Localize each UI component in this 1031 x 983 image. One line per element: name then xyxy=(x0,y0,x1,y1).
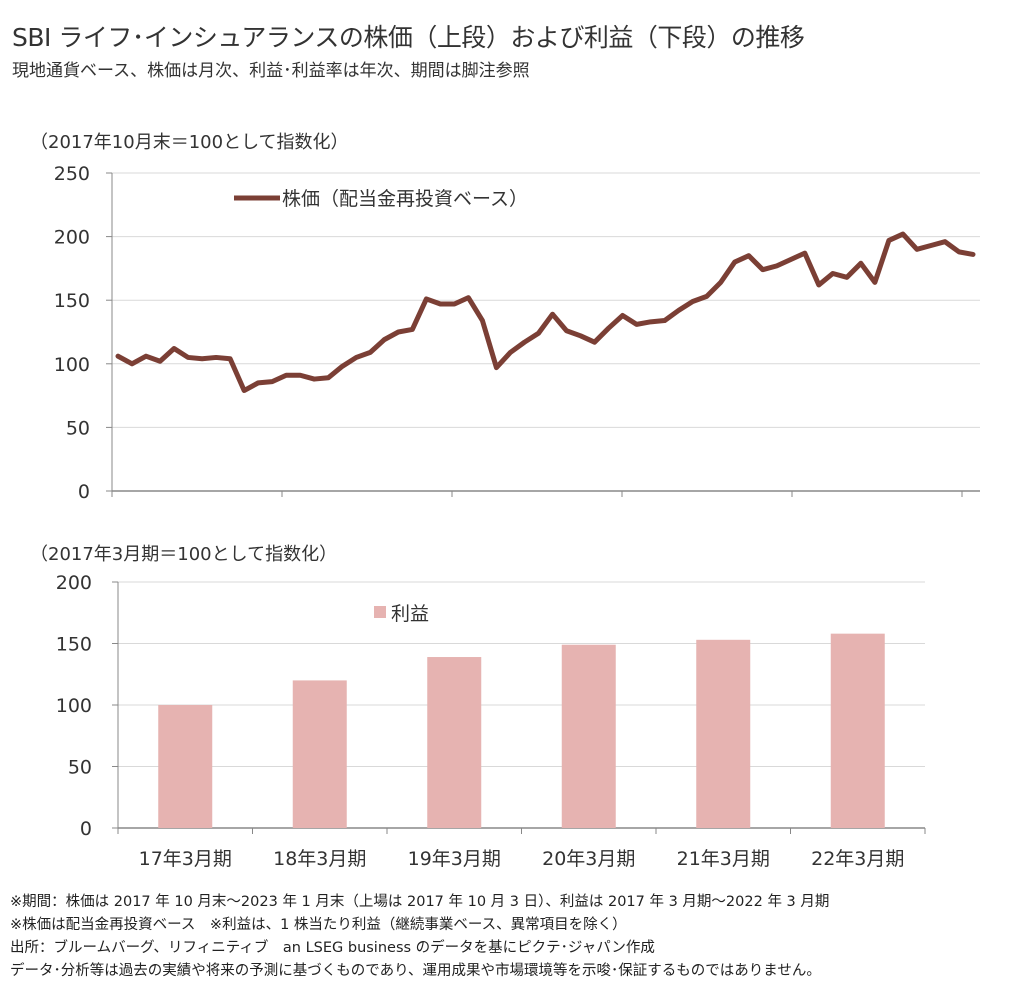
y-tick-label: 200 xyxy=(54,227,90,249)
y-tick-label: 50 xyxy=(66,417,90,439)
legend-swatch-profit xyxy=(374,606,386,618)
line-series-stock-price xyxy=(115,231,976,394)
y-tick-label: 100 xyxy=(54,354,90,376)
y-tick-label: 0 xyxy=(78,481,90,503)
footnote-disclaimer: データ･分析等は過去の実績や将来の予測に基づくものであり、運用成果や市場環境等を… xyxy=(10,963,821,979)
x-tick-label: 22年3月期 xyxy=(811,848,904,870)
x-tick-label: 17年3月期 xyxy=(139,848,232,870)
x-tick-label: 21年3月期 xyxy=(677,848,770,870)
footnote-basis: ※株価は配当金再投資ベース ※利益は、1 株当たり利益（継続事業ベース、異常項目… xyxy=(10,917,627,933)
y-tick-label: 50 xyxy=(68,757,92,779)
y-tick-label: 250 xyxy=(54,163,90,185)
bar-profit xyxy=(561,644,616,828)
legend-label-stock-price: 株価（配当金再投資ベース） xyxy=(282,188,528,210)
bar-profit xyxy=(696,639,751,828)
bar-profit xyxy=(427,657,482,828)
y-tick-label: 100 xyxy=(56,695,92,717)
legend-label-profit: 利益 xyxy=(391,603,429,625)
line-chart-unit-note: （2017年10月末＝100として指数化） xyxy=(30,132,349,153)
bar-profit xyxy=(292,680,347,828)
x-tick-label: 18年3月期 xyxy=(273,848,366,870)
y-tick-label: 200 xyxy=(56,572,92,594)
bar-chart: 0 50 100 150 200 17年3月期 18年3月期 19年3月期 20年3月期 21年3… xyxy=(56,572,926,870)
bar-chart-unit-note: （2017年3月期＝100として指数化） xyxy=(30,544,338,565)
page-title: SBI ライフ･インシュアランスの株価（上段）および利益（下段）の推移 xyxy=(12,23,805,52)
line-chart: 0 50 100 150 200 250 株価（配当金再投資ベース） xyxy=(54,163,980,503)
y-tick-label: 0 xyxy=(80,818,92,840)
footnote-period: ※期間：株価は 2017 年 10 月末～2023 年 1 月末（上場は 201… xyxy=(10,894,830,910)
x-tick-label: 20年3月期 xyxy=(542,848,635,870)
footnote-source: 出所：ブルームバーグ、リフィニティブ an LSEG business のデータ… xyxy=(10,940,655,956)
y-tick-label: 150 xyxy=(56,634,92,656)
page-subtitle: 現地通貨ベース、株価は月次、利益･利益率は年次、期間は脚注参照 xyxy=(12,61,530,81)
y-tick-label: 150 xyxy=(54,290,90,312)
x-tick-label: 19年3月期 xyxy=(408,848,501,870)
bar-profit xyxy=(158,705,213,828)
bar-profit xyxy=(830,633,885,828)
